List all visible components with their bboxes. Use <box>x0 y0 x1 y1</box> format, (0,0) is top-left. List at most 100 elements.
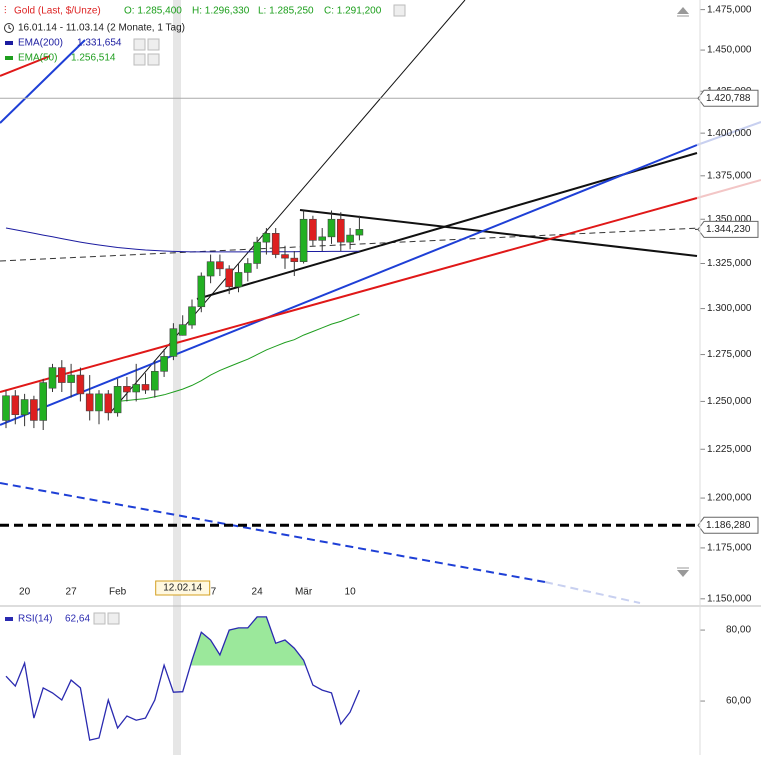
header: ⫶ Gold (Last, $/Unze) O: 1.285,400 H: 1.… <box>4 4 406 625</box>
plot: 1.475,0001.450,0001.425,0001.400,0001.37… <box>0 4 759 741</box>
x-tick-label: 27 <box>66 587 78 598</box>
candle-body <box>309 218 317 241</box>
trend-line <box>299 209 698 257</box>
candle-body <box>123 386 131 393</box>
candle-body <box>216 261 224 270</box>
candle-body <box>197 275 206 308</box>
y-tick-label: 1.450,000 <box>707 45 752 56</box>
price-label: 1.344,230 <box>706 224 751 235</box>
candle-body <box>2 395 10 421</box>
instrument-icon: ⫶ <box>4 6 7 17</box>
x-tick-label: 10 <box>345 587 357 598</box>
candle-body <box>188 306 196 326</box>
y-tick-label: 1.350,000 <box>707 214 752 225</box>
candle-body <box>318 236 327 241</box>
x-tick-label: Feb <box>109 587 127 598</box>
close: C: 1.291,200 <box>324 6 382 17</box>
y-tick-label: 80,00 <box>726 625 751 636</box>
trend-line <box>0 55 51 77</box>
close-icon[interactable] <box>147 53 160 66</box>
dashed-trend-faded <box>544 581 641 604</box>
candle-body <box>253 241 261 264</box>
close-icon[interactable] <box>107 612 120 625</box>
price-box <box>697 220 759 238</box>
candle-body <box>355 229 364 236</box>
candle-body <box>271 233 280 255</box>
settings-icon[interactable] <box>133 38 146 51</box>
y-tick-label: 60,00 <box>726 696 751 707</box>
candle-body <box>85 393 94 412</box>
candle-body <box>76 374 85 395</box>
candle-body <box>57 367 66 383</box>
scroll-up[interactable] <box>677 7 689 14</box>
y-tick-label: 1.275,000 <box>707 349 752 360</box>
candle-body <box>299 218 308 263</box>
candle-body <box>39 382 48 421</box>
instrument: Gold (Last, $/Unze) <box>14 6 101 17</box>
y-tick-label: 1.375,000 <box>707 170 752 181</box>
candle-body <box>290 257 299 263</box>
candle-body <box>327 218 336 238</box>
legend-label: EMA(50) <box>18 53 57 64</box>
x-tick-label: 17 <box>205 587 217 598</box>
legend-value: 1.331,654 <box>77 38 122 49</box>
drawings <box>0 0 761 604</box>
trend-line <box>196 152 698 300</box>
candle-body <box>225 268 233 288</box>
clock-icon <box>4 23 14 33</box>
candle-body <box>206 261 215 277</box>
price-box <box>697 89 759 107</box>
crosshair-date: 12.02.14 <box>163 583 202 594</box>
trend-line-faded <box>696 179 761 199</box>
y-tick-label: 1.475,000 <box>707 4 752 15</box>
candle-body <box>262 233 271 243</box>
dashed-trend <box>0 482 546 583</box>
trend-line <box>0 197 698 393</box>
close-icon[interactable] <box>147 38 160 51</box>
crosshair-date-box <box>155 580 211 596</box>
y-tick-label: 1.225,000 <box>707 444 752 455</box>
open: O: 1.285,400 <box>124 6 182 17</box>
candle-body <box>132 384 140 393</box>
y-tick-label: 1.250,000 <box>707 396 752 407</box>
candle-body <box>30 399 38 421</box>
scroll-down[interactable] <box>677 570 689 577</box>
price-box <box>697 516 759 534</box>
candle-body <box>281 254 289 259</box>
high: H: 1.296,330 <box>192 6 250 17</box>
y-tick-label: 1.175,000 <box>707 543 752 554</box>
x-tick-label: 24 <box>252 587 264 598</box>
candle-body <box>141 384 150 391</box>
candle-body <box>20 399 29 416</box>
legend-swatch <box>5 41 13 45</box>
candle-body <box>104 393 113 414</box>
settings-icon[interactable] <box>93 612 106 625</box>
y-tick-label: 1.400,000 <box>707 128 752 139</box>
rsi-line <box>5 616 360 741</box>
y-tick-label: 1.200,000 <box>707 493 752 504</box>
y-tick-label: 1.150,000 <box>707 593 752 604</box>
candle-body <box>160 356 168 372</box>
legend-value: 1.256,514 <box>71 53 116 64</box>
candle-body <box>234 272 243 288</box>
y-tick-label: 1.325,000 <box>707 258 752 269</box>
ema-line <box>117 313 360 402</box>
candle-body <box>336 218 345 243</box>
candle-body <box>67 374 75 383</box>
x-tick-label: 20 <box>19 587 31 598</box>
clock-hand <box>8 25 12 30</box>
candle-body <box>48 367 57 389</box>
settings-icon[interactable] <box>133 53 146 66</box>
overbought-area <box>6 616 360 666</box>
settings-icon[interactable] <box>393 4 406 17</box>
trend-line <box>0 144 698 426</box>
y-tick-label: 1.300,000 <box>707 303 752 314</box>
trend-line-faded <box>696 121 761 146</box>
low: L: 1.285,250 <box>258 6 314 17</box>
candle-body <box>178 324 187 336</box>
x-tick-label: Mär <box>295 587 313 598</box>
price-label: 1.420,788 <box>706 93 751 104</box>
legend-swatch <box>5 56 13 60</box>
